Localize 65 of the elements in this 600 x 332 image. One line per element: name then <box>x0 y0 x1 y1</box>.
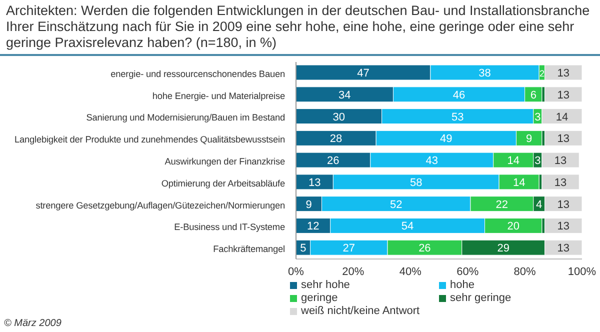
data-label: 46 <box>452 89 466 102</box>
data-label: 52 <box>390 198 402 211</box>
y-tick-label: E-Business und IT-Systeme <box>174 222 285 232</box>
data-label: 13 <box>557 198 570 211</box>
legend-label: sehr hohe <box>301 279 351 292</box>
data-label: 2 <box>539 68 544 78</box>
y-tick-label: Auswirkungen der Finanzkrise <box>164 156 285 166</box>
data-label: 13 <box>557 133 570 146</box>
data-label: 13 <box>308 176 321 189</box>
y-tick-label: strengere Gesetzgebung/Auflagen/Gütezeichen/Normierungen <box>36 200 285 210</box>
data-label: 43 <box>426 155 438 168</box>
data-label: 14 <box>512 176 526 189</box>
legend-label: geringe <box>301 292 339 305</box>
x-tick-label: 100% <box>568 266 596 278</box>
data-label: 13 <box>557 220 570 233</box>
data-label: 22 <box>496 198 508 211</box>
y-tick-label: energie- und ressourcenschonendes Bauen <box>110 68 285 79</box>
x-tick-label: 0% <box>288 266 304 278</box>
data-label: 38 <box>478 68 491 80</box>
data-label: 13 <box>554 155 567 168</box>
data-label: 30 <box>332 111 346 124</box>
data-label: 13 <box>557 68 570 80</box>
data-label: 6 <box>530 89 536 102</box>
legend-label: hohe <box>450 279 476 292</box>
chart-title: Architekten: Werden die folgenden Entwicklungen in der deutschen Bau- und Installationsbranche Ihrer Einschätzung nach für Sie in 2009 eine sehr hohe, eine hohe, eine geringe oder eine sehr geringe Praxisrelevanz haben? (n=180, in %) <box>0 0 600 56</box>
data-label: 58 <box>410 176 422 189</box>
text: © März 2009 <box>3 318 62 329</box>
legend-label: weiß nicht/keine Antwort <box>301 305 421 318</box>
y-tick-label: Sanierung und Modernisierung/Bauen im Bestand <box>86 112 285 123</box>
legend-label: sehr geringe <box>450 292 512 305</box>
bar <box>544 130 582 146</box>
y-tick-label: Fachkräftemangel <box>213 244 286 254</box>
bar <box>544 86 582 102</box>
data-label: 14 <box>556 111 568 124</box>
y-tick-label: Optimierung der Arbeitsabläufe <box>161 178 285 188</box>
data-label: 28 <box>330 133 342 146</box>
data-label: 29 <box>497 242 510 255</box>
data-label: 26 <box>418 242 431 255</box>
y-tick-label: hohe Energie- und Materialpreise <box>152 90 285 101</box>
x-tick-label: 20% <box>342 266 364 278</box>
data-label: 3 <box>534 111 541 124</box>
data-label: 9 <box>306 198 312 211</box>
data-label: 13 <box>554 176 567 189</box>
data-label: 13 <box>557 242 570 255</box>
data-label: 54 <box>401 220 414 233</box>
y-tick-label: Langlebigkeit der Produkte und zunehmendes Qualitätsbewusstsein <box>14 134 285 145</box>
data-label: 3 <box>534 155 541 168</box>
x-tick-label: 60% <box>456 266 479 278</box>
x-tick-label: 40% <box>399 266 422 278</box>
data-label: 47 <box>357 68 370 80</box>
bar <box>542 174 580 190</box>
data-label: 5 <box>300 242 306 255</box>
data-label: 26 <box>327 155 340 168</box>
data-label: 34 <box>338 89 351 102</box>
data-label: 9 <box>526 133 532 146</box>
data-label: 53 <box>451 111 464 124</box>
data-label: 14 <box>507 155 520 168</box>
data-label: 27 <box>342 242 356 255</box>
data-label: 13 <box>557 89 570 102</box>
x-tick-label: 80% <box>514 266 536 278</box>
data-label: 20 <box>507 220 520 233</box>
data-label: 12 <box>307 220 320 233</box>
data-label: 4 <box>536 198 542 211</box>
data-label: 49 <box>440 133 452 146</box>
bar <box>544 218 582 234</box>
